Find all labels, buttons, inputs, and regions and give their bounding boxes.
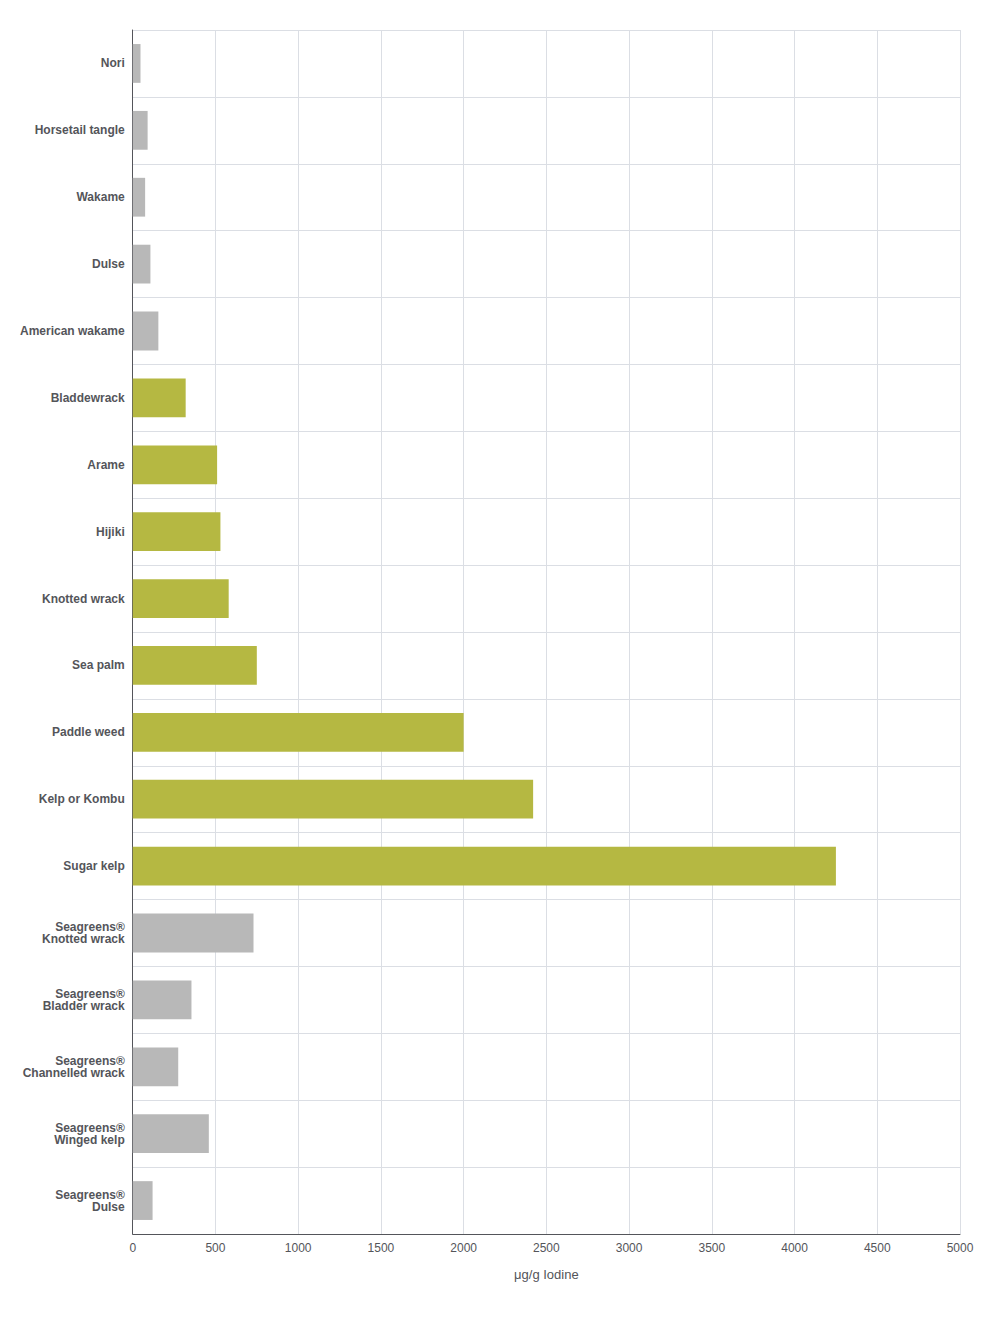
svg-text:Seagreens®: Seagreens® [55, 986, 125, 1001]
svg-text:0: 0 [129, 1241, 136, 1255]
svg-text:2500: 2500 [533, 1241, 560, 1255]
svg-text:Sea palm: Sea palm [72, 658, 125, 672]
svg-text:2000: 2000 [450, 1241, 477, 1255]
svg-text:Seagreens®: Seagreens® [55, 1120, 125, 1135]
svg-text:Hijiki: Hijiki [96, 525, 125, 539]
svg-text:Channelled wrack: Channelled wrack [23, 1066, 125, 1080]
svg-text:Paddle weed: Paddle weed [52, 725, 125, 739]
svg-text:Nori: Nori [101, 56, 125, 70]
svg-text:Arame: Arame [87, 458, 125, 472]
svg-text:Seagreens®: Seagreens® [55, 1187, 125, 1202]
svg-text:Seagreens®: Seagreens® [55, 920, 125, 934]
svg-text:Wakame: Wakame [76, 190, 125, 204]
svg-text:Bladdewrack: Bladdewrack [51, 391, 125, 405]
svg-text:3000: 3000 [616, 1241, 643, 1255]
svg-text:Knotted wrack: Knotted wrack [42, 932, 125, 946]
svg-text:1500: 1500 [368, 1241, 395, 1255]
svg-text:4500: 4500 [864, 1241, 891, 1255]
svg-text:Kelp or Kombu: Kelp or Kombu [39, 792, 125, 806]
svg-text:American wakame: American wakame [20, 324, 125, 338]
svg-text:Seagreens®: Seagreens® [55, 1053, 125, 1068]
svg-text:Bladder wrack: Bladder wrack [43, 999, 125, 1013]
svg-text:Dulse: Dulse [92, 257, 125, 271]
svg-text:Winged kelp: Winged kelp [54, 1133, 125, 1147]
svg-text:500: 500 [205, 1241, 225, 1255]
svg-text:Dulse: Dulse [92, 1200, 125, 1214]
svg-text:1000: 1000 [285, 1241, 312, 1255]
svg-text:Horsetail tangle: Horsetail tangle [35, 123, 125, 137]
svg-text:3500: 3500 [698, 1241, 725, 1255]
svg-text:Sugar kelp: Sugar kelp [63, 859, 124, 873]
svg-text:Knotted wrack: Knotted wrack [42, 592, 125, 606]
svg-text:4000: 4000 [781, 1241, 808, 1255]
svg-text:5000: 5000 [947, 1241, 974, 1255]
svg-text:μg/g Iodine: μg/g Iodine [514, 1267, 579, 1282]
